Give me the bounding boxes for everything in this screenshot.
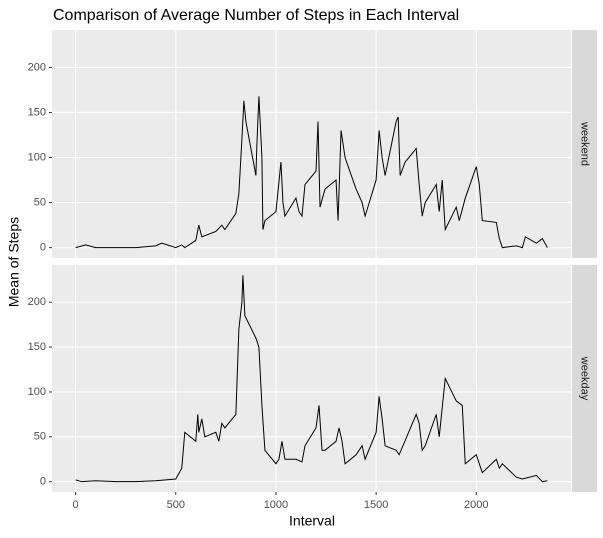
panel-background <box>52 30 571 258</box>
x-tick-label: 2000 <box>464 499 488 511</box>
facet-strip <box>572 265 597 492</box>
facet-strip <box>572 30 597 258</box>
y-axis-label: Mean of Steps <box>6 217 22 307</box>
y-tick-label: 200 <box>28 61 46 73</box>
chart-title: Comparison of Average Number of Steps in… <box>53 7 459 24</box>
y-tick-label: 100 <box>28 386 46 398</box>
data-line <box>75 275 548 483</box>
x-tick-label: 0 <box>73 499 79 511</box>
y-tick-label: 100 <box>28 151 46 163</box>
facet-label: weekday <box>579 356 591 401</box>
y-tick-label: 50 <box>34 431 46 443</box>
y-tick-label: 150 <box>28 106 46 118</box>
x-axis-label: Interval <box>289 513 335 529</box>
data-line <box>75 96 548 249</box>
y-tick-label: 200 <box>28 296 46 308</box>
y-tick-label: 0 <box>40 242 46 254</box>
x-tick-label: 1500 <box>364 499 388 511</box>
panel-background <box>52 265 571 492</box>
x-tick-label: 500 <box>167 499 185 511</box>
y-tick-label: 0 <box>40 476 46 488</box>
y-tick-label: 50 <box>34 196 46 208</box>
facet-label: weekend <box>579 121 591 166</box>
x-tick-label: 1000 <box>264 499 288 511</box>
y-tick-label: 150 <box>28 341 46 353</box>
